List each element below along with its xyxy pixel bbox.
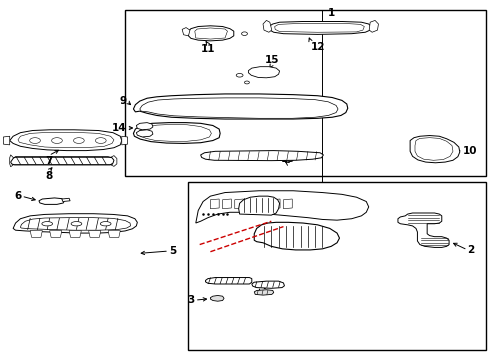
Polygon shape — [414, 138, 452, 160]
Text: 15: 15 — [264, 54, 279, 64]
Polygon shape — [368, 21, 378, 32]
Polygon shape — [108, 230, 120, 237]
Polygon shape — [13, 214, 137, 233]
Polygon shape — [61, 198, 70, 202]
Polygon shape — [50, 230, 61, 237]
Polygon shape — [133, 123, 220, 143]
Polygon shape — [274, 23, 364, 32]
Text: 1: 1 — [327, 8, 335, 18]
Text: 5: 5 — [169, 246, 176, 256]
Bar — [188, 182, 485, 350]
Text: 2: 2 — [467, 245, 474, 255]
Polygon shape — [69, 230, 81, 237]
Polygon shape — [18, 132, 114, 148]
Bar — [125, 10, 485, 176]
Polygon shape — [397, 213, 448, 247]
Polygon shape — [20, 218, 130, 230]
Polygon shape — [182, 28, 189, 36]
Polygon shape — [222, 199, 231, 209]
Text: 6: 6 — [14, 191, 21, 201]
Polygon shape — [30, 230, 42, 237]
Ellipse shape — [241, 32, 247, 36]
Polygon shape — [409, 135, 459, 163]
Text: 8: 8 — [45, 171, 52, 181]
Ellipse shape — [73, 138, 84, 143]
Polygon shape — [200, 150, 323, 161]
Ellipse shape — [42, 222, 53, 226]
Text: 14: 14 — [112, 123, 126, 133]
Ellipse shape — [95, 138, 106, 143]
Polygon shape — [133, 94, 347, 119]
Text: 4: 4 — [259, 281, 266, 291]
Ellipse shape — [52, 138, 62, 143]
Polygon shape — [271, 199, 280, 209]
Polygon shape — [136, 123, 153, 130]
Polygon shape — [283, 199, 292, 209]
Polygon shape — [194, 28, 227, 39]
Polygon shape — [263, 21, 271, 32]
Polygon shape — [254, 222, 339, 250]
Ellipse shape — [100, 222, 111, 226]
Text: 9: 9 — [119, 96, 126, 106]
Polygon shape — [268, 22, 370, 35]
Text: 13: 13 — [281, 154, 295, 164]
Text: 3: 3 — [187, 295, 194, 305]
Polygon shape — [210, 296, 224, 301]
Ellipse shape — [244, 81, 249, 84]
Polygon shape — [10, 130, 122, 150]
Polygon shape — [136, 130, 153, 137]
Polygon shape — [259, 199, 267, 209]
Polygon shape — [122, 136, 127, 145]
Polygon shape — [234, 199, 243, 209]
Polygon shape — [251, 281, 284, 288]
Text: 10: 10 — [462, 145, 476, 156]
Polygon shape — [246, 199, 255, 209]
Polygon shape — [210, 199, 219, 209]
Polygon shape — [205, 278, 251, 284]
Text: 12: 12 — [310, 42, 325, 52]
Ellipse shape — [71, 222, 81, 226]
Polygon shape — [195, 191, 368, 223]
Text: 7: 7 — [45, 156, 52, 166]
Polygon shape — [11, 157, 114, 165]
Polygon shape — [238, 196, 279, 215]
Text: 11: 11 — [200, 44, 215, 54]
Polygon shape — [188, 26, 233, 41]
Polygon shape — [254, 290, 273, 295]
Polygon shape — [39, 198, 64, 204]
Polygon shape — [248, 67, 279, 78]
Polygon shape — [88, 230, 101, 237]
Polygon shape — [140, 98, 337, 118]
Ellipse shape — [30, 138, 41, 143]
Ellipse shape — [236, 73, 243, 77]
Polygon shape — [3, 136, 10, 145]
Polygon shape — [138, 125, 211, 141]
